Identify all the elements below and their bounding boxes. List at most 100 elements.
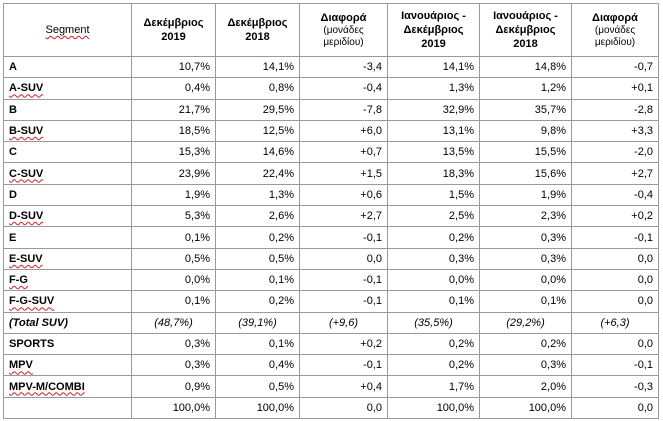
segment-name: C-SUV [9,167,44,180]
cell-dec-2019: 0,3% [131,354,216,377]
cell-dec-2019: (48,7%) [131,311,216,334]
cell-jan-dec-2019: 1,5% [387,183,480,207]
table-row: E 0,1% 0,2% -0,1 0,2% 0,3% -0,1 [3,226,659,249]
cell-jan-dec-2018: 15,5% [479,141,572,164]
cell-diff-month: 0,0 [299,396,388,420]
cell-jan-dec-2019: 0,2% [387,354,480,377]
cell-diff-month: 0,0 [299,247,388,270]
cell-diff-month: +6,0 [299,119,388,143]
cell-diff-year: +3,3 [571,119,659,143]
cell-jan-dec-2019: 1,7% [387,375,480,398]
segment-name: D [9,188,17,201]
table-row: B 21,7% 29,5% -7,8 32,9% 35,7% -2,8 [3,98,659,121]
segment-name: MPV [9,359,33,372]
cell-diff-month: -0,1 [299,268,388,292]
cell-jan-dec-2018: 1,2% [479,77,572,100]
segment-name: A [9,61,17,74]
segment-name-cell: F-G [3,268,132,292]
segment-name: D-SUV [9,210,44,223]
cell-diff-year: -0,1 [571,226,659,249]
cell-diff-year: 0,0 [571,290,659,313]
table-row: SPORTS 0,3% 0,1% +0,2 0,2% 0,2% 0,0 [3,332,659,356]
cell-dec-2018: 12,5% [215,119,300,143]
cell-jan-dec-2018: 15,6% [479,162,572,185]
cell-dec-2019: 21,7% [131,98,216,121]
segment-name: A-SUV [9,82,44,95]
cell-diff-year: +2,7 [571,162,659,185]
segment-name-cell: A-SUV [3,77,132,100]
table-row: A-SUV 0,4% 0,8% -0,4 1,3% 1,2% +0,1 [3,77,659,100]
cell-diff-month: +0,2 [299,332,388,356]
cell-diff-month: -0,1 [299,226,388,249]
cell-jan-dec-2019: 18,3% [387,162,480,185]
segment-name-cell: A [3,55,132,79]
header-diff-month-label: Διαφορά [320,12,367,24]
cell-jan-dec-2019: 14,1% [387,55,480,79]
cell-jan-dec-2019: 0,1% [387,290,480,313]
cell-jan-dec-2019: 32,9% [387,98,480,121]
cell-jan-dec-2019: 1,3% [387,77,480,100]
cell-diff-month: +0,7 [299,141,388,164]
cell-dec-2019: 0,0% [131,268,216,292]
segment-name-cell: E-SUV [3,247,132,270]
segment-name: MPV-M/COMBI [9,380,85,393]
segment-name-cell: E [3,226,132,249]
segment-name: B [9,103,17,116]
cell-diff-year: 0,0 [571,268,659,292]
cell-dec-2018: 0,4% [215,354,300,377]
table-row: B-SUV 18,5% 12,5% +6,0 13,1% 9,8% +3,3 [3,119,659,143]
table-row: (Total SUV) (48,7%) (39,1%) (+9,6) (35,5%) (2… [3,311,659,334]
cell-diff-month: (+9,6) [299,311,388,334]
cell-diff-year: -0,7 [571,55,659,79]
cell-jan-dec-2019: 2,5% [387,205,480,228]
cell-diff-month: -0,4 [299,77,388,100]
cell-diff-year: -0,3 [571,375,659,398]
cell-dec-2019: 0,1% [131,290,216,313]
cell-dec-2019: 1,9% [131,183,216,207]
segment-name-cell: SPORTS [3,332,132,356]
cell-dec-2019: 0,1% [131,226,216,249]
header-diff-month: Διαφορά (μονάδες μεριδίου) [299,3,388,57]
cell-dec-2018: 0,5% [215,247,300,270]
segment-name: E-SUV [9,252,43,265]
table-row: F-G 0,0% 0,1% -0,1 0,0% 0,0% 0,0 [3,268,659,292]
cell-jan-dec-2019: 13,5% [387,141,480,164]
header-dec-2018: Δεκέμβριος 2018 [215,3,300,57]
segment-name: B-SUV [9,125,44,138]
segment-name-cell: C [3,141,132,164]
header-jan-dec-2019: Ιανουάριος - Δεκέμβριος 2019 [387,3,480,57]
cell-jan-dec-2018: 0,3% [479,247,572,270]
cell-dec-2019: 15,3% [131,141,216,164]
cell-jan-dec-2018: 0,3% [479,354,572,377]
cell-diff-month: +2,7 [299,205,388,228]
cell-diff-year: -2,8 [571,98,659,121]
cell-diff-year: 0,0 [571,247,659,270]
cell-dec-2018: 22,4% [215,162,300,185]
segment-name: (Total SUV) [9,316,68,329]
header-diff-month-sub: (μονάδες μεριδίου) [323,25,364,48]
cell-dec-2018: 0,2% [215,290,300,313]
cell-dec-2019: 18,5% [131,119,216,143]
segment-name-cell: D [3,183,132,207]
cell-dec-2019: 5,3% [131,205,216,228]
segment-name: C [9,146,17,159]
cell-jan-dec-2019: 0,3% [387,247,480,270]
segment-share-table: Segment Δεκέμβριος 2019 Δεκέμβριος 2018 … [3,3,659,420]
cell-jan-dec-2018: 1,9% [479,183,572,207]
cell-diff-month: +0,4 [299,375,388,398]
cell-diff-year: -2,0 [571,141,659,164]
segment-name-cell: MPV-M/COMBI [3,375,132,398]
cell-jan-dec-2018: 100,0% [479,396,572,420]
header-diff-year: Διαφορά (μονάδες μεριδίου) [571,3,659,57]
segment-name: E [9,231,17,244]
cell-diff-year: 0,0 [571,332,659,356]
table-row: F-G-SUV 0,1% 0,2% -0,1 0,1% 0,1% 0,0 [3,290,659,313]
table-row: D 1,9% 1,3% +0,6 1,5% 1,9% -0,4 [3,183,659,207]
header-segment-label: Segment [45,24,90,36]
segment-name-cell: B [3,98,132,121]
cell-jan-dec-2018: 2,3% [479,205,572,228]
cell-diff-month: -3,4 [299,55,388,79]
cell-jan-dec-2018: 2,0% [479,375,572,398]
cell-jan-dec-2018: 14,8% [479,55,572,79]
cell-jan-dec-2019: 0,2% [387,332,480,356]
